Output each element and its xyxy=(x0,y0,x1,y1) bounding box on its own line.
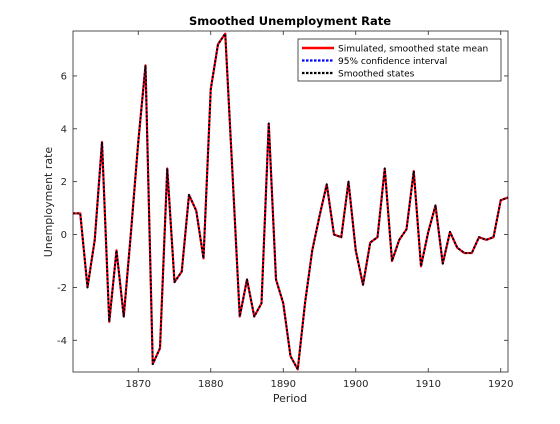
x-tick-label: 1890 xyxy=(271,379,296,390)
legend-label: 95% confidence interval xyxy=(338,57,447,67)
y-axis-ticks: -4 -2 0 2 4 6 xyxy=(57,71,508,347)
plot-frame xyxy=(72,30,509,373)
y-axis-label: Unemployment rate xyxy=(42,147,55,258)
x-tick-label: 1900 xyxy=(343,379,368,390)
x-tick-label: 1870 xyxy=(126,379,151,390)
x-tick-label: 1910 xyxy=(416,379,441,390)
y-tick-label: 2 xyxy=(61,177,67,188)
y-tick-label: 0 xyxy=(61,230,67,241)
chart-title: Smoothed Unemployment Rate xyxy=(189,14,391,28)
series-line-3 xyxy=(73,32,508,371)
y-tick-label: -4 xyxy=(57,336,67,347)
series-layer xyxy=(73,32,508,371)
x-tick-label: 1880 xyxy=(198,379,223,390)
x-tick-label: 1920 xyxy=(488,379,513,390)
legend-items: Simulated, smoothed state mean 95% confid… xyxy=(302,45,488,80)
y-tick-label: 6 xyxy=(61,71,67,82)
legend-label: Smoothed states xyxy=(338,70,415,80)
y-tick-label: 4 xyxy=(61,124,67,135)
y-tick-label: -2 xyxy=(57,283,67,294)
legend: Simulated, smoothed state mean 95% confid… xyxy=(297,38,502,82)
x-axis-label: Period xyxy=(273,392,307,405)
legend-label: Simulated, smoothed state mean xyxy=(338,45,488,55)
plot-area xyxy=(73,31,508,372)
x-axis-ticks: 1870 1880 1890 1900 1910 1920 xyxy=(126,31,513,390)
